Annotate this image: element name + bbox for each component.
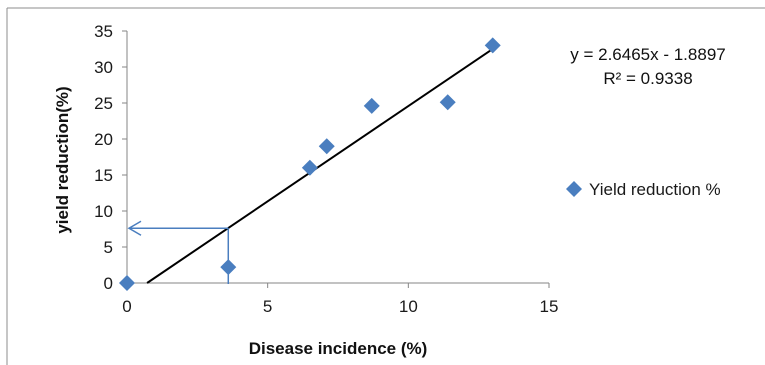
y-tick-label: 20 (94, 130, 113, 149)
data-point-diamond (301, 159, 318, 176)
data-points (119, 37, 501, 291)
legend-diamond-marker (566, 181, 582, 197)
r-squared-label: R² = 0.9338 (603, 69, 692, 88)
annotation-arrow-group (127, 220, 230, 284)
y-tick-label: 35 (94, 22, 113, 41)
data-point-diamond (484, 37, 501, 54)
data-point-diamond (439, 94, 456, 111)
x-axis: 0 5 10 15 (122, 282, 559, 316)
x-axis-title: Disease incidence (%) (249, 339, 428, 358)
trendline-equation: y = 2.6465x - 1.8897 (570, 45, 725, 64)
data-point-diamond (220, 259, 237, 276)
trendline (146, 48, 494, 284)
legend-label: Yield reduction % (589, 180, 721, 199)
y-tick-label: 25 (94, 94, 113, 113)
legend: Yield reduction % (566, 180, 721, 199)
data-point-diamond (119, 275, 135, 291)
x-tick-label: 10 (399, 297, 418, 316)
x-tick-label: 5 (263, 297, 272, 316)
y-tick-label: 15 (94, 166, 113, 185)
y-axis-title: yield reduction(%) (53, 86, 72, 233)
annotation-arrowhead (127, 220, 142, 236)
data-point-diamond (363, 97, 380, 114)
y-axis: 0 5 10 15 20 25 30 35 (94, 22, 128, 293)
y-tick-label: 5 (104, 238, 113, 257)
trendline-group (146, 48, 494, 284)
x-tick-label: 0 (122, 297, 131, 316)
data-point-diamond (318, 138, 335, 155)
x-tick-label: 15 (540, 297, 559, 316)
y-tick-label: 10 (94, 202, 113, 221)
y-tick-label: 0 (104, 274, 113, 293)
y-tick-label: 30 (94, 58, 113, 77)
